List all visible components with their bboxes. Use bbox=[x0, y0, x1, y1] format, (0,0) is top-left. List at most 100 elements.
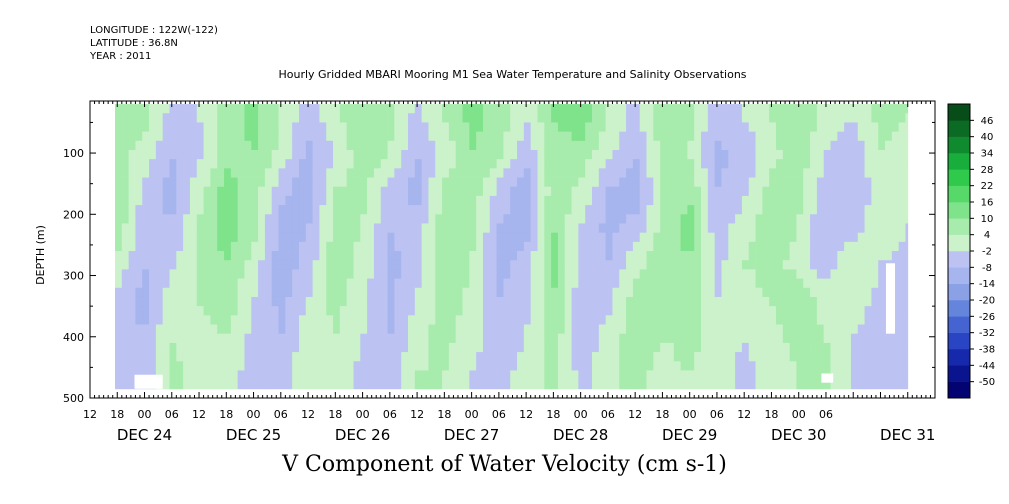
heatmap-cell bbox=[298, 122, 307, 133]
heatmap-cell bbox=[714, 140, 722, 151]
heatmap-cell bbox=[251, 333, 259, 344]
heatmap-cell bbox=[844, 122, 852, 133]
heatmap-cell bbox=[626, 214, 634, 224]
heatmap-cell bbox=[387, 113, 395, 123]
heatmap-cell bbox=[714, 269, 722, 279]
heatmap-cell bbox=[755, 205, 763, 215]
heatmap-cell bbox=[210, 214, 218, 224]
heatmap-cell bbox=[530, 159, 538, 169]
heatmap-cell bbox=[210, 205, 218, 215]
heatmap-cell bbox=[714, 287, 722, 298]
heatmap-cell bbox=[149, 296, 157, 307]
heatmap-cell bbox=[346, 306, 354, 316]
heatmap-cell bbox=[305, 352, 313, 362]
x-tick-label: 06 bbox=[819, 408, 833, 421]
heatmap-cell bbox=[823, 104, 831, 114]
heatmap-cell bbox=[612, 177, 620, 188]
heatmap-cell bbox=[196, 241, 204, 252]
heatmap-cell bbox=[360, 205, 368, 215]
heatmap-cell bbox=[735, 315, 743, 325]
heatmap-cell bbox=[462, 113, 470, 123]
heatmap-cell bbox=[496, 140, 504, 151]
heatmap-cell bbox=[592, 260, 600, 270]
heatmap-cell bbox=[305, 232, 313, 243]
colorbar-swatch bbox=[948, 316, 970, 333]
heatmap-cell bbox=[789, 113, 797, 123]
heatmap-cell bbox=[196, 269, 204, 279]
heatmap-cell bbox=[128, 315, 136, 325]
heatmap-cell bbox=[769, 352, 777, 362]
heatmap-cell bbox=[837, 186, 845, 197]
heatmap-cell bbox=[728, 379, 736, 390]
heatmap-cell bbox=[823, 205, 831, 215]
heatmap-cell bbox=[271, 269, 279, 279]
heatmap-cell bbox=[319, 140, 327, 151]
heatmap-cell bbox=[837, 140, 845, 151]
heatmap-cell bbox=[707, 104, 716, 114]
heatmap-cell bbox=[455, 232, 463, 243]
heatmap-cell bbox=[626, 149, 634, 160]
heatmap-cell bbox=[714, 113, 722, 123]
heatmap-cell bbox=[523, 342, 532, 353]
heatmap-cell bbox=[121, 223, 130, 234]
heatmap-cell bbox=[224, 186, 232, 197]
heatmap-cell bbox=[557, 296, 566, 307]
heatmap-cell bbox=[775, 260, 784, 270]
heatmap-cell bbox=[482, 269, 491, 279]
heatmap-cell bbox=[694, 159, 702, 169]
heatmap-cell bbox=[796, 104, 804, 114]
heatmap-cell bbox=[326, 186, 334, 197]
heatmap-cell bbox=[530, 269, 538, 279]
heatmap-cell bbox=[680, 195, 688, 206]
heatmap-cell bbox=[735, 122, 743, 133]
heatmap-cell bbox=[755, 324, 763, 335]
heatmap-cell bbox=[271, 168, 279, 178]
heatmap-cell bbox=[551, 140, 559, 151]
heatmap-cell bbox=[585, 379, 593, 390]
heatmap-cell bbox=[687, 361, 695, 371]
heatmap-cell bbox=[353, 260, 361, 270]
heatmap-cell bbox=[687, 232, 695, 243]
heatmap-cell bbox=[707, 177, 716, 188]
heatmap-cell bbox=[149, 177, 157, 188]
heatmap-cell bbox=[687, 333, 695, 344]
heatmap-cell bbox=[530, 315, 538, 325]
heatmap-cell bbox=[333, 352, 341, 362]
heatmap-cell bbox=[517, 287, 525, 298]
heatmap-cell bbox=[857, 379, 865, 390]
heatmap-cell bbox=[367, 324, 375, 335]
heatmap-cell bbox=[714, 296, 722, 307]
heatmap-cell bbox=[857, 149, 865, 160]
heatmap-cell bbox=[230, 168, 239, 178]
heatmap-cell bbox=[810, 177, 818, 188]
heatmap-cell bbox=[394, 287, 402, 298]
heatmap-cell bbox=[762, 306, 770, 316]
heatmap-cell bbox=[489, 140, 497, 151]
heatmap-cell bbox=[476, 251, 484, 261]
heatmap-cell bbox=[421, 205, 429, 215]
heatmap-cell bbox=[360, 370, 368, 381]
heatmap-cell bbox=[224, 241, 232, 252]
heatmap-cell bbox=[237, 333, 245, 344]
heatmap-cell bbox=[244, 195, 252, 206]
heatmap-cell bbox=[176, 260, 184, 270]
heatmap-cell bbox=[857, 260, 865, 270]
heatmap-cell bbox=[837, 324, 845, 335]
heatmap-cell bbox=[653, 269, 661, 279]
heatmap-cell bbox=[196, 195, 204, 206]
heatmap-cell bbox=[387, 306, 395, 316]
heatmap-cell bbox=[714, 361, 722, 371]
heatmap-cell bbox=[523, 306, 532, 316]
heatmap-cell bbox=[183, 186, 191, 197]
heatmap-cell bbox=[298, 260, 307, 270]
heatmap-cell bbox=[489, 361, 497, 371]
heatmap-cell bbox=[196, 205, 204, 215]
heatmap-cell bbox=[748, 159, 756, 169]
heatmap-cell bbox=[408, 149, 416, 160]
heatmap-cell bbox=[864, 232, 872, 243]
heatmap-cell bbox=[462, 122, 470, 133]
heatmap-cell bbox=[612, 205, 620, 215]
heatmap-cell bbox=[155, 122, 164, 133]
heatmap-cell bbox=[694, 140, 702, 151]
heatmap-cell bbox=[353, 269, 361, 279]
